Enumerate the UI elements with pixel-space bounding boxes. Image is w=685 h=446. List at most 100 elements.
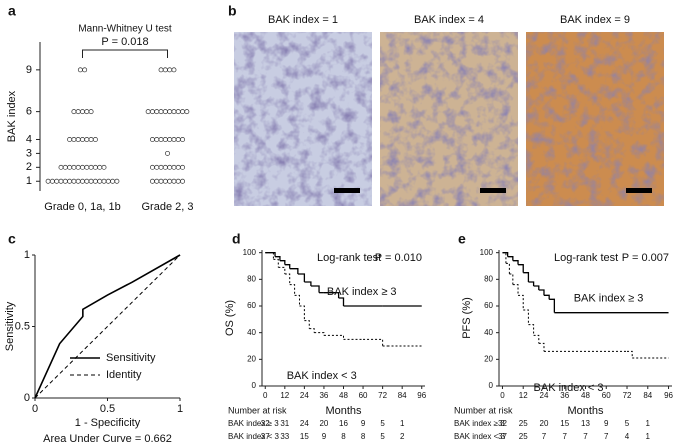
- risk-value: 7: [583, 432, 588, 441]
- dot-row: [149, 178, 185, 184]
- y-tick-label: 0: [24, 392, 30, 404]
- risk-title: Number at risk: [454, 405, 513, 415]
- x-tick-label: 72: [378, 391, 387, 400]
- dot: [58, 164, 64, 170]
- y-tick-label: 60: [484, 301, 493, 310]
- dot: [162, 178, 168, 184]
- y-tick-label: 0.5: [15, 320, 30, 332]
- dot: [80, 137, 85, 142]
- y-axis-label: PFS (%): [461, 297, 473, 339]
- dot: [165, 150, 170, 156]
- x-tick-label: 0: [263, 391, 268, 400]
- dot: [67, 178, 73, 184]
- dot: [45, 178, 51, 184]
- dot: [101, 164, 107, 170]
- dot: [180, 178, 185, 184]
- panel-letter: d: [232, 231, 241, 247]
- step-segment: [310, 285, 320, 293]
- dot: [167, 67, 173, 73]
- step-segment: [518, 294, 524, 310]
- risk-value: 20: [540, 419, 549, 428]
- risk-value: 7: [542, 432, 547, 441]
- dot: [80, 109, 85, 115]
- dot: [175, 164, 181, 170]
- risk-value: 2: [400, 432, 405, 441]
- dot: [88, 178, 94, 184]
- risk-value: 9: [604, 419, 609, 428]
- y-tick-label: 100: [243, 248, 257, 257]
- risk-label: BAK index ≥ 3: [228, 419, 279, 428]
- risk-value: 5: [380, 419, 385, 428]
- step-segment: [507, 256, 514, 261]
- dot-row: [67, 137, 98, 142]
- dot: [149, 109, 155, 115]
- x-tick-label: 96: [664, 391, 673, 400]
- dot: [171, 164, 177, 170]
- dot: [75, 178, 81, 184]
- step-segment: [294, 294, 300, 306]
- step-segment: [502, 252, 507, 264]
- dot: [149, 164, 155, 170]
- annotation: Mann-Whitney U test: [78, 24, 172, 35]
- risk-value: 8: [361, 432, 366, 441]
- x-tick-label: 60: [359, 391, 368, 400]
- step-segment: [275, 256, 281, 261]
- dot: [88, 164, 94, 170]
- y-tick-label: 80: [247, 274, 256, 283]
- risk-value: 1: [646, 432, 651, 441]
- step-segment: [265, 252, 276, 257]
- step-segment: [512, 284, 519, 296]
- risk-value: 4: [625, 432, 630, 441]
- note: Area Under Curve = 0.662: [43, 433, 172, 445]
- dot: [92, 164, 98, 170]
- step-segment: [297, 273, 306, 282]
- dot: [88, 109, 94, 115]
- risk-value: 9: [322, 432, 327, 441]
- dot: [180, 137, 185, 142]
- dot: [84, 137, 90, 142]
- dot: [97, 164, 103, 170]
- dot: [180, 109, 185, 115]
- x-tick-label: 24: [300, 391, 309, 400]
- x-tick-label: 84: [643, 391, 652, 400]
- risk-value: 33: [280, 432, 289, 441]
- dot: [162, 109, 168, 115]
- bracket: [82, 49, 168, 58]
- dot: [62, 178, 68, 184]
- step-segment: [502, 252, 509, 257]
- risk-value: 8: [341, 432, 346, 441]
- dot: [49, 178, 55, 184]
- dot: [88, 137, 94, 142]
- dot: [114, 178, 120, 184]
- dot: [71, 164, 77, 170]
- step-segment: [278, 266, 286, 274]
- dot: [154, 137, 160, 142]
- dot: [67, 137, 73, 142]
- step-segment: [523, 272, 530, 282]
- dot: [162, 137, 168, 142]
- series-label: BAK index < 3: [534, 382, 604, 394]
- y-tick-label: 40: [484, 328, 493, 337]
- panel-letter: e: [458, 231, 466, 247]
- x-tick-label: 0.5: [100, 403, 115, 415]
- x-tick-label: 24: [540, 391, 549, 400]
- y-tick-label: 40: [247, 328, 256, 337]
- y-tick-label: 100: [480, 248, 494, 257]
- step-segment: [323, 334, 344, 340]
- dot: [167, 109, 173, 115]
- risk-value: 7: [604, 432, 609, 441]
- dot: [67, 164, 73, 170]
- step-segment: [304, 281, 312, 286]
- dot: [171, 109, 177, 115]
- annotation: Log-rank test: [317, 252, 381, 264]
- annotation: P = 0.007: [622, 252, 669, 264]
- risk-value: 32: [498, 419, 507, 428]
- dot: [62, 164, 68, 170]
- dot: [171, 137, 177, 142]
- risk-value: 13: [581, 419, 590, 428]
- x-tick-label: 48: [581, 391, 590, 400]
- y-axis-label: BAK index: [6, 90, 18, 142]
- x-tick-label: Grade 2, 3: [142, 201, 194, 213]
- risk-value: 16: [339, 419, 348, 428]
- dot: [92, 178, 98, 184]
